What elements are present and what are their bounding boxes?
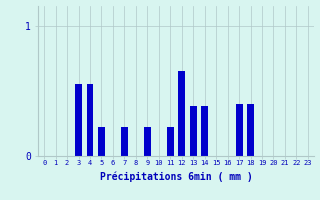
Bar (201, 106, 208, 156)
Bar (167, 127, 174, 156)
Bar (86, 84, 93, 156)
Bar (75, 84, 82, 156)
X-axis label: Précipitations 6min ( mm ): Précipitations 6min ( mm ) (100, 172, 252, 182)
Bar (144, 127, 151, 156)
Bar (190, 106, 196, 156)
Bar (98, 127, 105, 156)
Bar (178, 71, 185, 156)
Bar (236, 104, 243, 156)
Bar (247, 104, 254, 156)
Bar (121, 127, 128, 156)
